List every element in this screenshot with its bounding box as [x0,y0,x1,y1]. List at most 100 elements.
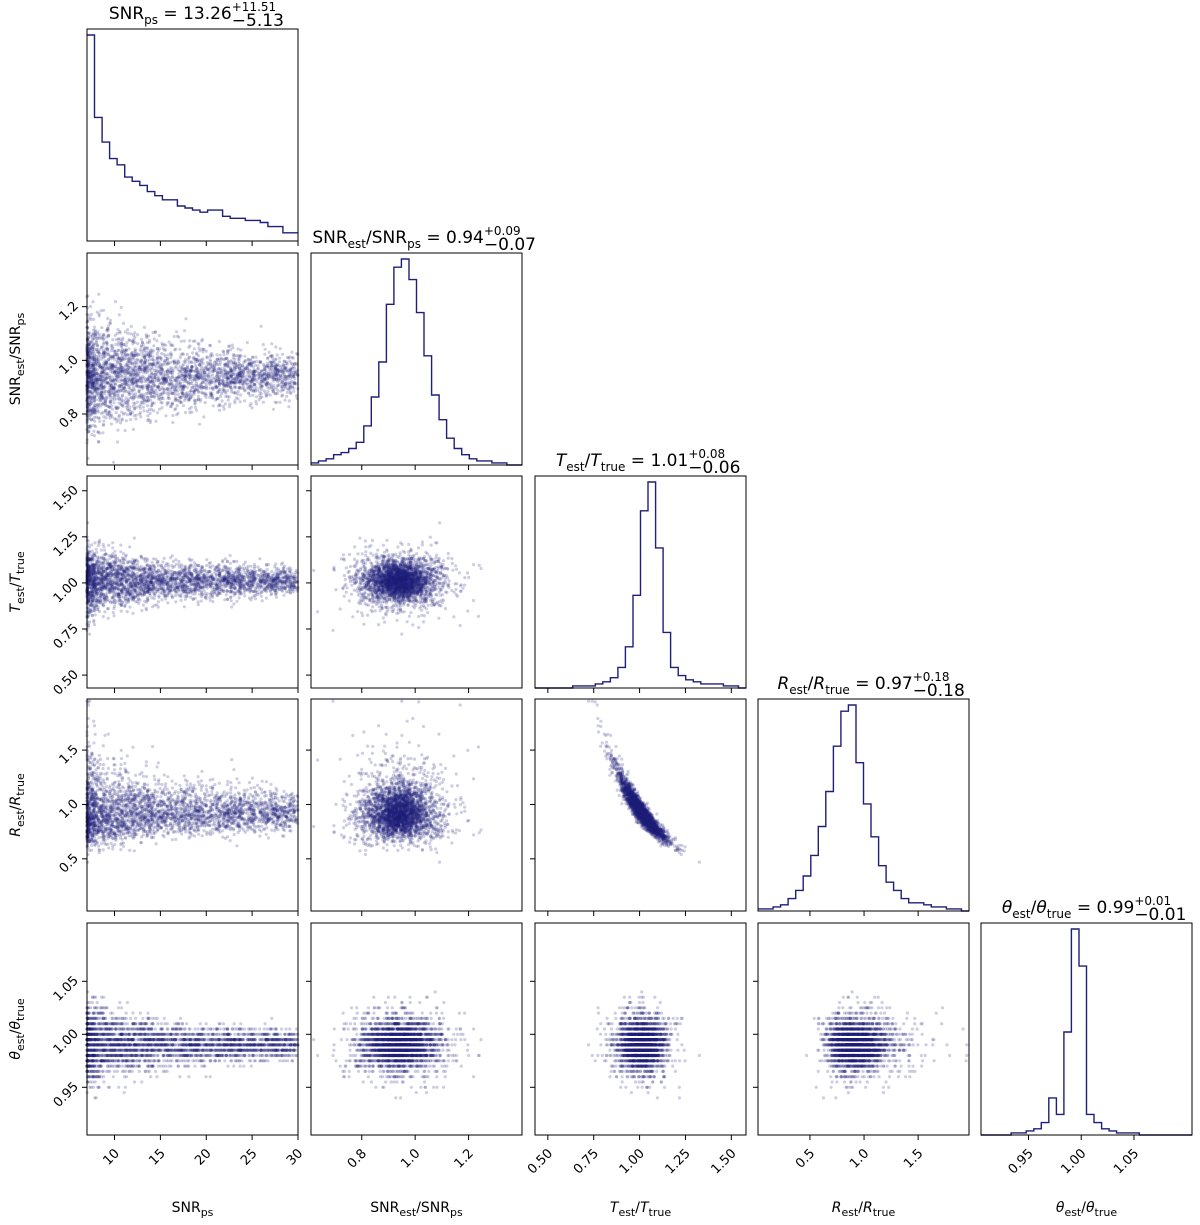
point [289,381,293,385]
point [164,377,168,381]
point [237,366,242,370]
point [266,389,270,393]
point [93,394,97,399]
point [190,385,194,390]
point [243,399,247,403]
point [152,344,156,348]
point [212,363,217,367]
point [199,383,203,387]
point [182,395,186,399]
point [170,380,174,384]
point [145,346,149,350]
point [270,364,274,368]
point [177,361,181,365]
point [225,383,229,387]
point [187,372,191,376]
point [89,356,93,360]
point [238,379,242,384]
point [119,550,123,554]
point [233,381,237,385]
panel-frame [86,28,299,242]
point [171,384,175,388]
point [228,553,232,558]
point [143,556,147,561]
point [195,367,199,371]
point [226,388,230,393]
point [90,432,94,437]
point [185,366,190,370]
point [224,391,228,395]
point [292,389,296,393]
point [116,328,120,332]
point [150,560,154,564]
point [187,407,192,411]
point [152,401,156,405]
point [214,379,218,383]
point [200,339,204,343]
point [246,370,250,375]
point [236,364,240,368]
point [122,562,126,566]
point [185,352,189,356]
point [134,413,138,417]
point [188,390,192,394]
point [125,407,130,411]
point [195,384,199,388]
point [91,344,95,349]
point [169,352,173,356]
point [99,366,103,371]
point [183,393,187,397]
point [286,377,290,381]
point [271,389,275,393]
point [190,410,194,414]
point [128,358,132,362]
point [101,349,105,353]
point [162,388,166,392]
point [181,404,186,408]
scatter-snr_ratio-vs-snr [85,292,300,464]
point [170,375,174,379]
point [98,365,102,369]
point [176,392,180,396]
point [172,334,176,339]
point [160,386,164,390]
point [133,335,137,339]
point [111,378,115,383]
point [101,401,106,405]
point [191,351,195,355]
point [211,404,215,408]
point [91,370,95,374]
point [184,317,188,321]
point [118,397,122,401]
point [271,407,275,411]
point [237,374,241,378]
point [258,390,262,394]
point [145,409,149,413]
point [130,376,134,380]
point [125,383,129,387]
point [272,373,276,377]
point [233,357,237,362]
point [245,341,249,345]
point [226,371,230,375]
point [147,390,151,394]
point [214,378,218,383]
point [131,392,135,396]
point [93,419,97,423]
point [246,357,250,361]
point [195,372,199,376]
point [205,592,209,596]
point [267,350,271,354]
point [117,386,122,390]
point [205,355,209,359]
point [203,370,207,375]
point [283,364,287,368]
point [263,371,267,375]
point [91,380,95,384]
point [243,354,247,358]
point [105,326,110,331]
point [125,365,129,369]
point [227,395,231,399]
point [100,396,104,400]
point [98,431,102,435]
